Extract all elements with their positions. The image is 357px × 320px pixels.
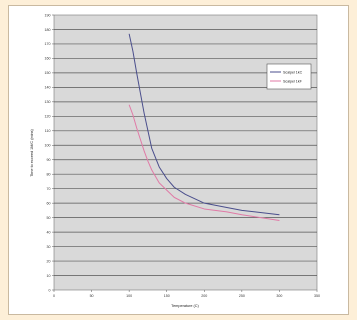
y-tick-label: 30	[47, 245, 51, 249]
y-tick-label: 20	[47, 259, 51, 263]
line-chart: 0 10 20 30 40 50 60 70 80 90 100 110 120 130 140 150 160…	[30, 13, 321, 308]
y-tick-label: 70	[47, 187, 51, 191]
legend-label: Scalpel 1kF	[283, 79, 303, 83]
y-axis-title: Time to exceed 1M/C (mins)	[30, 128, 34, 176]
legend-label: Scalpel 1kC	[283, 70, 303, 74]
y-tick-label: 40	[47, 230, 51, 234]
axes: 0 10 20 30 40 50 60 70 80 90 100 110 120 130 140 150 160…	[45, 13, 321, 298]
y-tick-label: 160	[45, 57, 51, 61]
y-tick-label: 100	[45, 144, 51, 148]
x-tick-label: 250	[239, 294, 245, 298]
y-tick-label: 10	[47, 274, 51, 278]
legend: Scalpel 1kC Scalpel 1kF	[266, 63, 312, 90]
y-tick-label: 170	[45, 42, 51, 46]
y-tick-label: 120	[45, 115, 51, 119]
x-axis-title: Temperature (C)	[171, 304, 199, 308]
series-line-2	[128, 104, 280, 222]
y-tick-label: 190	[45, 13, 51, 17]
legend-box	[266, 63, 312, 90]
y-tick-label: 90	[47, 158, 51, 162]
series-lines	[128, 33, 280, 222]
plot-area	[53, 14, 318, 291]
y-tick-label: 0	[49, 288, 51, 292]
x-tick-label: 50	[90, 294, 94, 298]
x-tick-label: 0	[53, 294, 55, 298]
x-tick-label: 350	[314, 294, 320, 298]
x-tick-label: 150	[164, 294, 170, 298]
y-tick-label: 130	[45, 100, 51, 104]
y-tick-label: 80	[47, 173, 51, 177]
chart-frame: 0 10 20 30 40 50 60 70 80 90 100 110 120 130 140 150 160…	[8, 5, 349, 315]
x-tick-label: 300	[276, 294, 282, 298]
y-tick-label: 110	[45, 129, 51, 133]
y-tick-label: 140	[45, 86, 51, 90]
series-line-1	[128, 33, 280, 216]
x-tick-label: 200	[201, 294, 207, 298]
y-tick-label: 50	[47, 216, 51, 220]
y-tick-label: 150	[45, 71, 51, 75]
y-tick-label: 180	[45, 28, 51, 32]
y-tick-label: 60	[47, 201, 51, 205]
x-tick-label: 100	[126, 294, 132, 298]
